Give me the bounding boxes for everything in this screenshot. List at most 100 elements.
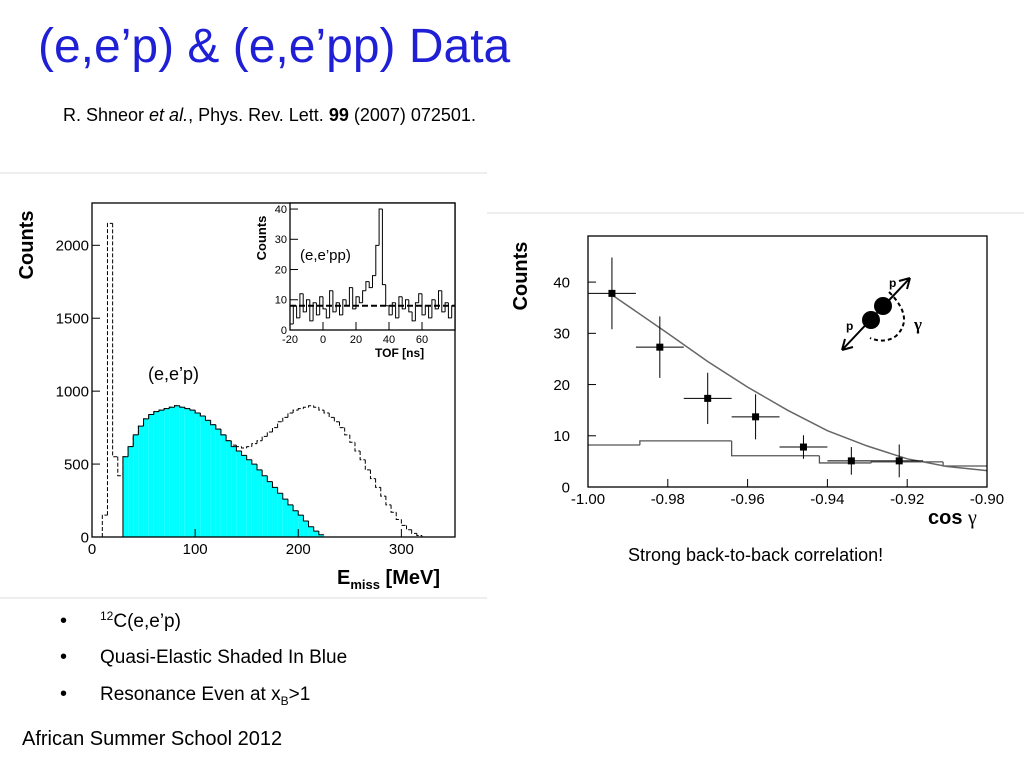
x-axis-label: Emiss [MeV] — [337, 567, 440, 592]
histogram-step — [339, 421, 345, 429]
x-axis-label-part: cos — [928, 507, 968, 529]
bar — [148, 414, 154, 537]
histogram-step — [292, 504, 299, 512]
histogram-step — [261, 469, 268, 477]
histogram-step — [277, 487, 283, 494]
histogram-step — [333, 417, 340, 423]
histogram-step — [375, 478, 381, 488]
histogram-step — [127, 446, 134, 457]
y-tick-label: 10 — [553, 428, 570, 445]
bar — [262, 475, 268, 537]
histogram-step — [332, 290, 337, 313]
x-tick-label: 60 — [416, 334, 428, 346]
histogram-step — [318, 407, 325, 411]
bullet: Quasi-Elastic Shaded In Blue — [100, 647, 347, 668]
histogram-step — [438, 290, 442, 309]
histogram-step — [168, 406, 175, 409]
bar — [246, 459, 252, 537]
x-tick-label: -0.90 — [970, 491, 1004, 508]
histogram-step — [251, 443, 257, 447]
histogram-step — [296, 305, 300, 319]
histogram-step — [325, 308, 330, 319]
histogram-step — [390, 504, 397, 513]
histogram-step — [369, 469, 376, 480]
bullet-dot: • — [60, 683, 67, 705]
y-tick-label: 30 — [275, 234, 287, 246]
histogram-step — [306, 299, 310, 312]
histogram-step — [199, 413, 206, 417]
histogram-step — [359, 450, 366, 461]
y-tick-label: 0 — [281, 325, 287, 337]
x-tick-label: 0 — [320, 334, 326, 346]
y-tick-label: 0 — [562, 479, 570, 496]
histogram-step — [302, 293, 307, 313]
histogram-step — [225, 434, 232, 442]
histogram-step — [322, 296, 327, 310]
x-tick-label: 0 — [88, 541, 96, 558]
bar — [169, 407, 175, 537]
proton — [874, 297, 892, 315]
histogram-step — [418, 293, 422, 303]
histogram-step — [271, 481, 278, 488]
citation-part: (2007) 072501. — [349, 105, 476, 125]
x-tick-label: 40 — [383, 334, 395, 346]
histogram-step — [287, 499, 294, 506]
subscript: B — [281, 694, 289, 708]
bar — [272, 487, 278, 537]
x-tick-label: -1.00 — [571, 491, 605, 508]
x-axis-label-part: γ — [967, 507, 977, 529]
bar — [241, 455, 247, 537]
histogram-step — [364, 459, 371, 471]
bar — [231, 446, 237, 537]
frame — [289, 202, 456, 331]
point — [608, 289, 616, 297]
histogram-step — [362, 290, 366, 303]
histogram-step — [297, 408, 304, 411]
histogram-step — [391, 302, 396, 315]
citation-part: , Phys. Rev. Lett. — [188, 105, 329, 125]
histogram-step — [309, 299, 314, 322]
frame — [587, 235, 988, 488]
diagram-label: p — [889, 276, 896, 290]
bar — [215, 429, 221, 537]
histogram-step — [112, 223, 118, 458]
bar — [138, 426, 144, 537]
histogram-step — [730, 440, 820, 457]
bullet-dot: • — [60, 610, 67, 632]
histogram-step — [348, 287, 353, 306]
histogram-step — [378, 208, 383, 246]
bullet-text: >1 — [289, 684, 311, 705]
histogram-step — [313, 526, 319, 532]
histogram-step — [174, 405, 180, 408]
histogram-step — [315, 302, 320, 316]
bar — [251, 464, 257, 537]
y-tick-label: 20 — [553, 377, 570, 394]
x-axis-label: cos γ — [928, 507, 977, 529]
histogram-step — [143, 418, 149, 427]
y-axis-label: Counts — [510, 242, 532, 311]
bar — [293, 510, 299, 537]
histogram-step — [398, 296, 403, 318]
histogram-step — [282, 416, 288, 422]
citation-part: et al. — [149, 105, 188, 125]
histogram-step — [323, 410, 330, 414]
bullet-dot: • — [60, 646, 67, 668]
histogram-step — [447, 302, 452, 319]
histogram-step — [395, 512, 402, 520]
histogram-step — [122, 456, 129, 537]
point — [752, 413, 760, 421]
x-axis-label-part: TOF [ns] — [375, 346, 424, 360]
x-tick-label: 100 — [183, 541, 208, 558]
histogram-step — [358, 296, 363, 304]
histogram-step — [329, 290, 333, 318]
y-axis-label: Counts — [254, 216, 269, 261]
histogram-step — [210, 420, 216, 426]
histogram-step — [117, 456, 123, 477]
bar — [298, 515, 304, 537]
bar — [287, 504, 294, 537]
bar — [159, 410, 165, 537]
histogram-step — [444, 302, 449, 312]
